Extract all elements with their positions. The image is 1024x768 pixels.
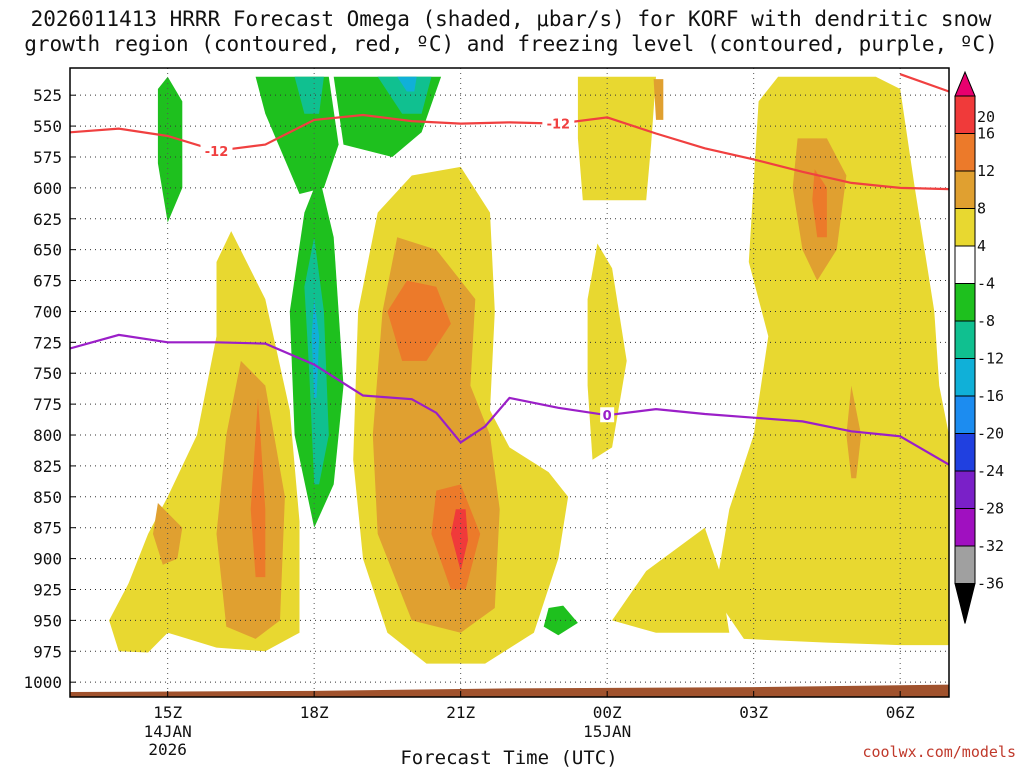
y-tick-label-925: 925 xyxy=(33,580,62,599)
freezing-level-label: 0 xyxy=(603,409,612,424)
isotherm-label-1: -12 xyxy=(547,118,571,133)
omega-region-4-to-8 xyxy=(587,243,627,460)
isotherm-label-bg xyxy=(200,142,233,158)
colorbar-label-8: 8 xyxy=(977,200,986,218)
colorbar-swatch-10 xyxy=(954,433,976,472)
omega-region-12-to-16 xyxy=(812,169,827,238)
x-tick-sublabel-15Z-0: 14JAN xyxy=(144,722,192,741)
omega-region--12-to--8 xyxy=(294,76,324,114)
colorbar-label-12: 12 xyxy=(977,162,995,180)
colorbar-label--32: -32 xyxy=(977,537,1004,555)
colorbar-label--4: -4 xyxy=(977,275,995,293)
y-tick-label-800: 800 xyxy=(33,426,62,445)
x-tick-sublabel-00Z-0: 15JAN xyxy=(583,722,631,741)
surface-terrain xyxy=(70,684,949,697)
x-tick-label-03Z: 03Z xyxy=(739,703,768,722)
y-tick-label-875: 875 xyxy=(33,519,62,538)
colorbar-swatch-1 xyxy=(954,95,976,134)
dendritic-isotherm-upper-line xyxy=(899,73,949,93)
colorbar-label--24: -24 xyxy=(977,462,1004,480)
y-tick-label-625: 625 xyxy=(33,210,62,229)
colorbar-label--8: -8 xyxy=(977,312,995,330)
x-tick-sublabel-15Z-1: 2026 xyxy=(148,740,187,759)
x-tick-label-21Z: 21Z xyxy=(446,703,475,722)
y-tick-label-575: 575 xyxy=(33,148,62,167)
omega-region-16-to-20 xyxy=(450,509,468,571)
colorbar-label--20: -20 xyxy=(977,425,1004,443)
plot-content: -12 -12 0 xyxy=(70,68,949,697)
isotherm-label-0: -12 xyxy=(205,145,229,160)
colorbar-swatch-3 xyxy=(954,170,976,209)
y-tick-label-525: 525 xyxy=(33,86,62,105)
colorbar-label-16: 16 xyxy=(977,125,995,143)
y-tick-label-975: 975 xyxy=(33,642,62,661)
colorbar-swatch-13 xyxy=(954,545,976,584)
omega-region-12-to-16 xyxy=(387,280,451,361)
colorbar-swatch-11 xyxy=(954,470,976,509)
colorbar-bottom-arrow xyxy=(954,583,976,624)
colorbar-label-4: 4 xyxy=(977,237,986,255)
colorbar-label--16: -16 xyxy=(977,387,1004,405)
omega-region--8-to--4 xyxy=(157,76,183,223)
y-tick-label-700: 700 xyxy=(33,302,62,321)
omega-region--16-to--12 xyxy=(311,299,320,398)
isotherm-label-bg xyxy=(542,115,575,131)
omega-region-4-to-8 xyxy=(577,76,656,201)
y-tick-label-550: 550 xyxy=(33,117,62,136)
colorbar-swatch-9 xyxy=(954,395,976,434)
omega-region-8-to-12 xyxy=(216,360,285,639)
chart-title-line-2: growth region (contoured, red, ºC) and f… xyxy=(24,32,998,56)
y-tick-label-675: 675 xyxy=(33,272,62,291)
omega-region-12-to-16 xyxy=(250,397,266,578)
omega-region-4-to-8 xyxy=(612,527,730,633)
x-tick-label-15Z: 15Z xyxy=(153,703,182,722)
credit-link[interactable]: coolwx.com/models xyxy=(862,743,1016,761)
plot-area: -12 -12 0 xyxy=(70,68,949,697)
colorbar-label-20: 20 xyxy=(977,108,995,126)
x-axis-title: Forecast Time (UTC) xyxy=(400,747,617,768)
x-tick-label-18Z: 18Z xyxy=(300,703,329,722)
colorbar-swatch-2 xyxy=(954,133,976,172)
freezing-label-bg xyxy=(600,407,615,423)
y-tick-label-775: 775 xyxy=(33,395,62,414)
colorbar-swatch-5 xyxy=(954,245,976,284)
y-tick-label-850: 850 xyxy=(33,488,62,507)
colorbar-swatch-7 xyxy=(954,320,976,359)
y-tick-label-900: 900 xyxy=(33,550,62,569)
y-tick-label-1000: 1000 xyxy=(23,673,62,692)
y-tick-label-950: 950 xyxy=(33,611,62,630)
axes: 525 550 575 600 625 650 675 700 725 750 775 800 825 8… xyxy=(23,67,950,759)
freezing-level-line xyxy=(70,333,949,466)
colorbar-swatch-8 xyxy=(954,358,976,397)
colorbar-swatch-12 xyxy=(954,508,976,547)
colorbar-label--12: -12 xyxy=(977,350,1004,368)
omega-region--12-to--8 xyxy=(377,76,432,114)
chart-title-line-1: 2026011413 HRRR Forecast Omega (shaded, … xyxy=(31,7,992,31)
y-tick-label-725: 725 xyxy=(33,333,62,352)
omega-region-8-to-12 xyxy=(653,79,664,120)
plot-frame xyxy=(69,67,950,698)
x-tick-label-00Z: 00Z xyxy=(593,703,622,722)
omega-region--16-to--12 xyxy=(397,76,417,92)
colorbar-label--36: -36 xyxy=(977,575,1004,593)
colorbar-label--28: -28 xyxy=(977,500,1004,518)
y-tick-label-825: 825 xyxy=(33,457,62,476)
colorbar-swatch-4 xyxy=(954,208,976,247)
y-tick-label-650: 650 xyxy=(33,241,62,260)
y-tick-label-750: 750 xyxy=(33,364,62,383)
colorbar-swatch-6 xyxy=(954,283,976,322)
x-tick-label-06Z: 06Z xyxy=(886,703,915,722)
y-tick-label-600: 600 xyxy=(33,179,62,198)
